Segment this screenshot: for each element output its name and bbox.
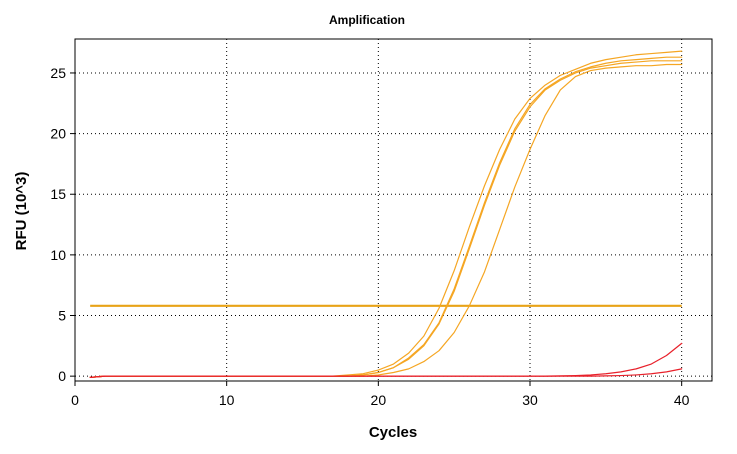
y-tick-label-2: 10 — [50, 247, 66, 263]
x-axis-label: Cycles — [369, 424, 417, 441]
y-tick-label-1: 5 — [58, 308, 66, 324]
plot-frame — [74, 38, 713, 382]
y-axis-label: RFU (10^3) — [13, 172, 30, 251]
x-tick-label-3: 30 — [522, 392, 538, 408]
y-tick-label-5: 25 — [50, 65, 66, 81]
grid — [75, 39, 712, 381]
y-tick-label-4: 20 — [50, 126, 66, 142]
series-line-5 — [89, 368, 683, 378]
x-tick-label-1: 10 — [219, 392, 235, 408]
series-line-2 — [89, 60, 683, 378]
y-tick-label-0: 0 — [58, 368, 66, 384]
y-tick-label-3: 15 — [50, 186, 66, 202]
x-tick-label-4: 40 — [674, 392, 690, 408]
series-line-3 — [89, 63, 683, 378]
series-line-0 — [89, 50, 683, 378]
series-layer — [89, 50, 683, 378]
x-tick-label-2: 20 — [371, 392, 387, 408]
chart-title: Amplification — [329, 13, 405, 27]
series-line-1 — [89, 56, 683, 378]
x-tick-label-0: 0 — [71, 392, 79, 408]
axis-ticks: 0 10 20 30 40 0 5 10 15 20 25 — [50, 65, 689, 408]
series-line-4 — [89, 342, 683, 378]
